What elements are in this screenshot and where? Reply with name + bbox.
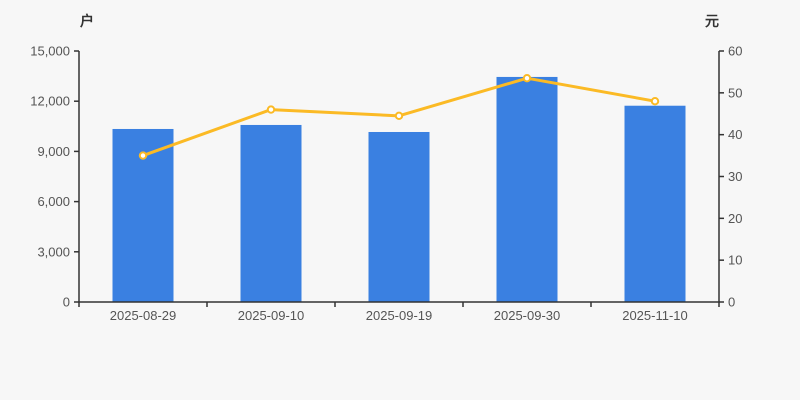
right-axis-tick-label: 50 xyxy=(728,85,742,100)
left-axis-title: 户 xyxy=(80,13,94,29)
bar-2025-09-10 xyxy=(240,124,302,302)
bar-2025-09-19 xyxy=(368,131,430,302)
line-marker-2025-08-29 xyxy=(138,151,148,160)
x-axis-label-2025-09-10: 2025-09-10 xyxy=(238,308,305,323)
bar-2025-11-10 xyxy=(624,105,686,302)
right-axis-tick-label: 30 xyxy=(728,169,742,184)
right-axis-tick-label: 0 xyxy=(728,295,735,310)
left-axis-tick-label: 9,000 xyxy=(37,144,70,159)
left-axis-tick-label: 6,000 xyxy=(37,194,70,209)
x-axis-label-2025-11-10: 2025-11-10 xyxy=(622,308,688,323)
left-axis-tick-label: 15,000 xyxy=(30,44,70,59)
right-axis-tick-label: 40 xyxy=(728,127,742,142)
line-marker-2025-09-10 xyxy=(266,105,276,114)
x-axis-label-2025-09-19: 2025-09-19 xyxy=(366,308,433,323)
right-axis-title: 元 xyxy=(705,13,719,29)
right-axis-tick-label: 20 xyxy=(728,211,742,226)
line-marker-2025-09-30 xyxy=(522,73,532,83)
left-axis-tick-label: 0 xyxy=(63,295,70,310)
left-axis-tick-label: 3,000 xyxy=(37,244,70,259)
line-marker-2025-11-10 xyxy=(650,97,660,106)
right-axis-tick-label: 60 xyxy=(728,44,742,59)
line-marker-2025-09-19 xyxy=(394,111,404,121)
x-axis-label-2025-09-30: 2025-09-30 xyxy=(494,308,561,323)
left-axis-tick-label: 12,000 xyxy=(30,94,70,109)
x-axis-label-2025-08-29: 2025-08-29 xyxy=(110,308,177,323)
bar-2025-09-30 xyxy=(496,76,558,302)
right-axis-tick-label: 10 xyxy=(728,253,742,268)
